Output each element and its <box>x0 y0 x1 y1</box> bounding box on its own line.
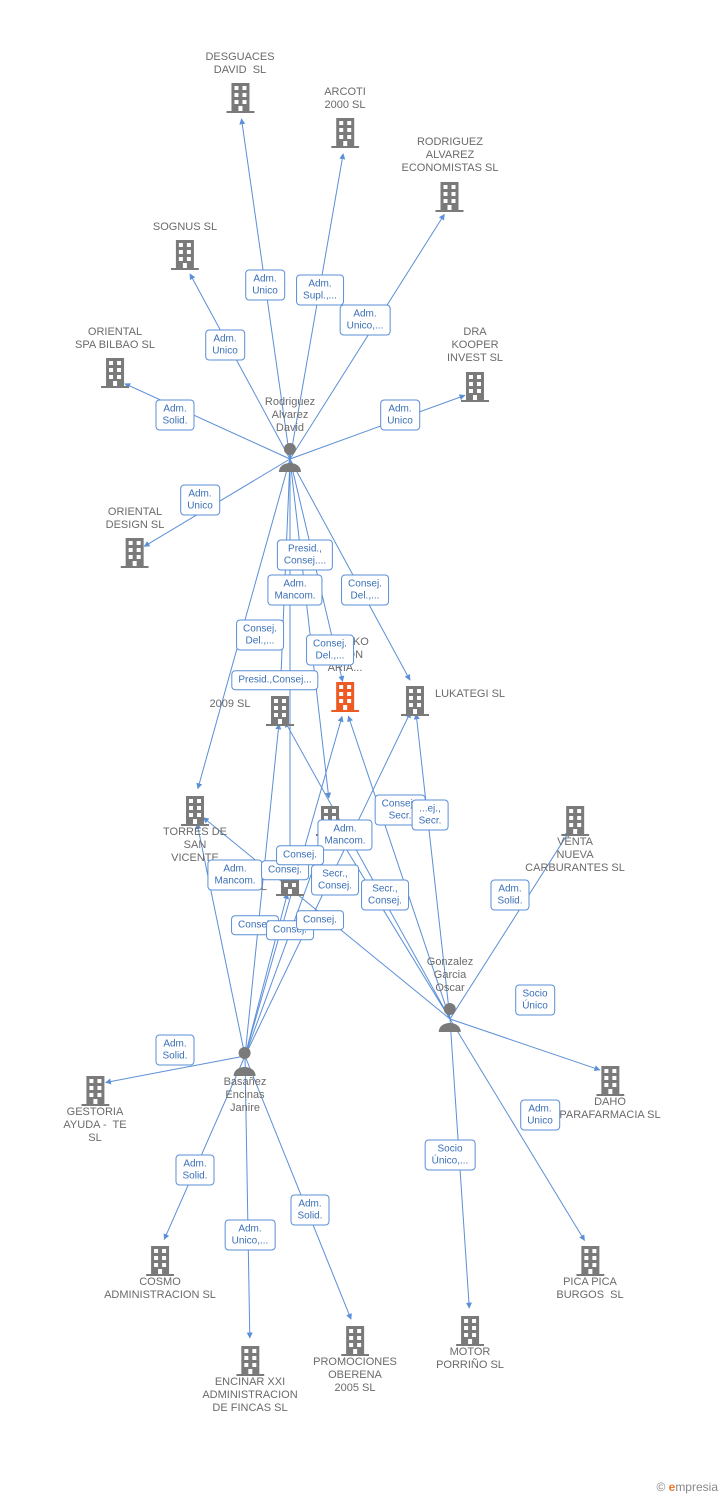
person-node[interactable]: Basañez Encinas Janire <box>224 1040 267 1116</box>
edge-label: Adm. Solid. <box>175 1155 214 1186</box>
edge-label: Presid.,Consej... <box>231 670 318 690</box>
edge-label: Secr., Consej. <box>311 865 359 896</box>
company-node[interactable]: MOTOR PORRIÑO SL <box>436 1310 504 1372</box>
edge-label: Consej. <box>296 910 344 930</box>
watermark: © empresia <box>656 1480 718 1494</box>
company-node[interactable]: ORIENTAL SPA BILBAO SL <box>75 326 155 388</box>
node-label: ENCINAR XXI ADMINISTRACION DE FINCAS SL <box>202 1376 297 1414</box>
edge-label: Adm. Unico,... <box>340 305 391 336</box>
edge-label: Adm. Unico <box>380 400 420 431</box>
node-label: ORIENTAL DESIGN SL <box>106 506 165 531</box>
edge-label: Adm. Unico <box>205 330 245 361</box>
edge <box>280 459 290 688</box>
network-diagram: © empresia DESGUACES DAVID SL ARCOTI 200… <box>0 0 728 1500</box>
node-label: ARCOTI 2000 SL <box>324 86 366 111</box>
watermark-rest: mpresia <box>675 1480 718 1494</box>
node-label: SOGNUS SL <box>153 221 217 233</box>
edge-label: Adm. Unico <box>180 485 220 516</box>
company-node[interactable] <box>401 680 429 716</box>
node-label: RODRIGUEZ ALVAREZ ECONOMISTAS SL <box>402 136 499 174</box>
edge-label: Adm. Solid. <box>490 880 529 911</box>
node-label: PROMOCIONES OBERENA 2005 SL <box>313 1356 397 1394</box>
edge-label: Adm. Mancom. <box>317 820 372 851</box>
edge-label: Adm. Supl.,... <box>296 275 344 306</box>
company-node[interactable]: DAHO PARAFARMACIA SL <box>559 1060 660 1122</box>
node-label: Rodriguez Alvarez David <box>265 396 315 434</box>
edge-label: Consej. <box>276 845 324 865</box>
person-node[interactable]: Rodriguez Alvarez David <box>265 396 315 472</box>
edge-label: Socio Único,... <box>425 1140 476 1171</box>
company-node[interactable]: PROMOCIONES OBERENA 2005 SL <box>313 1320 397 1396</box>
edge-label: Presid., Consej.... <box>277 540 333 571</box>
company-node[interactable]: COSMO ADMINISTRACION SL <box>104 1240 216 1302</box>
edge <box>285 722 450 1019</box>
node-label: DAHO PARAFARMACIA SL <box>559 1096 660 1121</box>
node-label: Gonzalez Garcia Oscar <box>427 956 473 994</box>
edge-label: Secr., Consej. <box>361 880 409 911</box>
edge-label: Adm. Unico,... <box>225 1220 276 1251</box>
edge <box>290 459 329 798</box>
edge-label: Adm. Unico <box>520 1100 560 1131</box>
edge-label: Consej. Del.,... <box>341 575 389 606</box>
node-label: ORIENTAL SPA BILBAO SL <box>75 326 155 351</box>
company-node[interactable] <box>266 690 294 726</box>
company-node[interactable]: DRA KOOPER INVEST SL <box>447 326 503 402</box>
company-node[interactable]: ARCOTI 2000 SL <box>324 86 366 148</box>
watermark-prefix: © <box>656 1480 668 1494</box>
edge-label: Adm. Unico <box>245 270 285 301</box>
edge-label: Socio Único <box>515 985 555 1016</box>
node-label: LUKATEGI SL <box>435 688 505 701</box>
edge <box>450 1019 585 1241</box>
node-label: COSMO ADMINISTRACION SL <box>104 1276 216 1301</box>
company-node[interactable]: PICA PICA BURGOS SL <box>556 1240 623 1302</box>
edge-label: ...ej., Secr. <box>412 800 449 831</box>
node-label: 2009 SL <box>210 698 251 711</box>
edge-label: Adm. Mancom. <box>207 860 262 891</box>
company-node[interactable]: DESGUACES DAVID SL <box>205 51 274 113</box>
node-label: Basañez Encinas Janire <box>224 1076 267 1114</box>
company-node[interactable]: TORRES DE SAN VICENTE <box>163 790 227 866</box>
company-node[interactable]: ORIENTAL DESIGN SL <box>106 506 165 568</box>
edge-label: Consej. Del.,... <box>306 635 354 666</box>
person-node[interactable]: Gonzalez Garcia Oscar <box>427 956 473 1032</box>
node-label: PICA PICA BURGOS SL <box>556 1276 623 1301</box>
edge-label: Adm. Solid. <box>155 400 194 431</box>
node-label: DRA KOOPER INVEST SL <box>447 326 503 364</box>
company-node[interactable]: VENTA NUEVA CARBURANTES SL <box>525 800 625 876</box>
node-label: GESTORIA AYUDA - TE SL <box>63 1106 126 1144</box>
company-node[interactable]: GESTORIA AYUDA - TE SL <box>63 1070 126 1146</box>
company-node[interactable]: SOGNUS SL <box>153 221 217 270</box>
node-label: VENTA NUEVA CARBURANTES SL <box>525 836 625 874</box>
edge-label: Adm. Solid. <box>155 1035 194 1066</box>
company-node[interactable]: ENCINAR XXI ADMINISTRACION DE FINCAS SL <box>202 1340 297 1416</box>
company-node[interactable]: RODRIGUEZ ALVAREZ ECONOMISTAS SL <box>402 136 499 212</box>
edge-label: Adm. Solid. <box>290 1195 329 1226</box>
node-label: MOTOR PORRIÑO SL <box>436 1346 504 1371</box>
edge-label: Adm. Mancom. <box>267 575 322 606</box>
node-label: DESGUACES DAVID SL <box>205 51 274 76</box>
edge-label: Consej. Del.,... <box>236 620 284 651</box>
edge <box>290 395 465 459</box>
